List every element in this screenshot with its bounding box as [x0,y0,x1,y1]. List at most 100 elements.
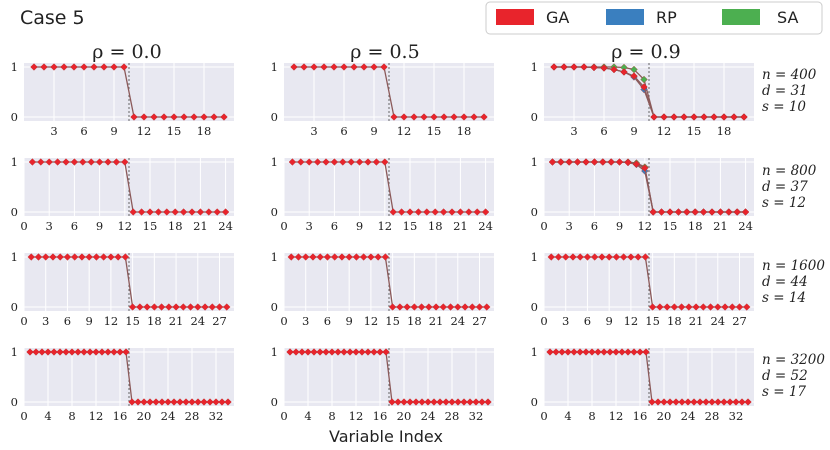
y-tick-label: 1 [11,345,18,359]
data-point-ga [130,113,138,121]
x-tick-label: 0 [280,219,287,233]
data-point-ga [700,113,708,121]
y-tick-label: 0 [531,110,538,124]
data-point-ga [548,158,557,166]
data-point-ga [642,348,650,356]
x-tick-label: 0 [280,409,287,423]
x-tick-label: 21 [169,314,184,328]
x-tick-label: 6 [71,219,78,233]
data-point-ga [612,253,621,261]
row-label-2: n = 800 d = 37 s = 12 [762,163,817,211]
data-point-ga [160,113,168,121]
data-point-ga [605,253,613,261]
data-point-ga [305,158,313,166]
y-tick-label: 0 [271,395,278,409]
x-tick-label: 12 [104,314,119,328]
data-point-ga [150,303,159,311]
data-point-ga [44,348,52,356]
data-point-ga [70,158,79,166]
row-label-n: n = 1600 [762,258,825,274]
data-point-ga [372,158,381,166]
x-tick-label: 21 [689,314,704,328]
x-tick-label: 0 [540,219,547,233]
x-tick-label: 9 [96,219,103,233]
data-point-ga [569,253,577,261]
data-point-ga [558,348,566,356]
legend-swatch-sa [722,9,760,25]
data-point-ga [696,398,704,406]
row-label-s: s = 17 [762,384,806,400]
x-tick-label: 8 [68,409,75,423]
data-point-ga [720,113,728,121]
data-point-ga [374,253,382,261]
data-point-ga [45,158,53,166]
x-tick-label: 0 [540,409,547,423]
y-tick-label: 0 [531,205,538,219]
data-point-ga [582,158,590,166]
data-point-ga [630,72,638,80]
row-label-s: s = 10 [762,99,806,115]
row-label-s: s = 12 [762,195,806,211]
data-point-ga [122,348,130,356]
x-tick-label: 6 [591,219,598,233]
data-point-ga [364,348,372,356]
data-point-ga [430,398,438,406]
data-point-ga [30,63,38,71]
data-point-ga [439,303,447,311]
x-tick-label: 6 [584,314,591,328]
figure-title: Case 5 [20,7,85,29]
data-point-ga [42,253,50,261]
data-point-ga [710,113,718,121]
data-point-ga [364,158,372,166]
data-point-ga [562,253,570,261]
data-point-ga [670,303,679,311]
data-point-ga [302,253,310,261]
data-point-ga [186,303,195,311]
data-point-ga [624,158,632,167]
x-tick-label: 9 [86,314,93,328]
data-point-ga [690,398,698,406]
data-point-ga [448,398,456,406]
data-point-ga [706,303,715,311]
data-point-ga [446,303,455,311]
data-point-ga [678,398,686,406]
data-point-ga [473,208,481,216]
x-tick-label: 28 [705,409,720,423]
data-point-ga [339,158,347,166]
y-tick-label: 1 [531,345,538,359]
x-tick-label: 12 [377,219,392,233]
data-point-ga [137,208,146,216]
panel-r3-c1: 0 3 6 9 12 15 18 21 24 27 0 1 [11,250,234,328]
data-point-ga [552,348,560,356]
data-point-ga [660,113,668,121]
data-point-ga [26,348,34,356]
data-point-ga [345,253,353,261]
x-tick-label: 9 [370,124,377,138]
panel-r1-c1: 3 6 9 12 15 18 0 1 [11,60,234,138]
x-tick-label: 6 [331,219,338,233]
data-point-ga [206,398,214,406]
x-tick-label: 12 [637,219,652,233]
data-point-ga [394,398,402,406]
data-point-ga [663,303,671,311]
x-tick-label: 9 [616,219,623,233]
data-point-ga [163,208,171,216]
data-point-ga [170,113,178,121]
x-tick-label: 18 [168,219,183,233]
x-tick-label: 15 [385,314,400,328]
data-point-ga [640,83,648,91]
data-point-ga [692,303,700,311]
data-point-ga [615,158,624,166]
data-point-ga [140,113,148,121]
data-point-ga [182,398,190,406]
data-point-ga [448,208,456,216]
data-point-ga [104,348,112,356]
x-tick-label: 20 [397,409,412,423]
panel-r3-c3: 0 3 6 9 12 15 18 21 24 27 0 1 [531,250,754,328]
data-point-ga [432,303,440,311]
data-point-ga [146,398,154,406]
data-point-ga [90,63,98,71]
panel-r3-c2: 0 3 6 9 12 15 18 21 24 27 0 1 [271,250,494,328]
data-point-ga [310,63,318,71]
x-tick-label: 12 [349,409,364,423]
